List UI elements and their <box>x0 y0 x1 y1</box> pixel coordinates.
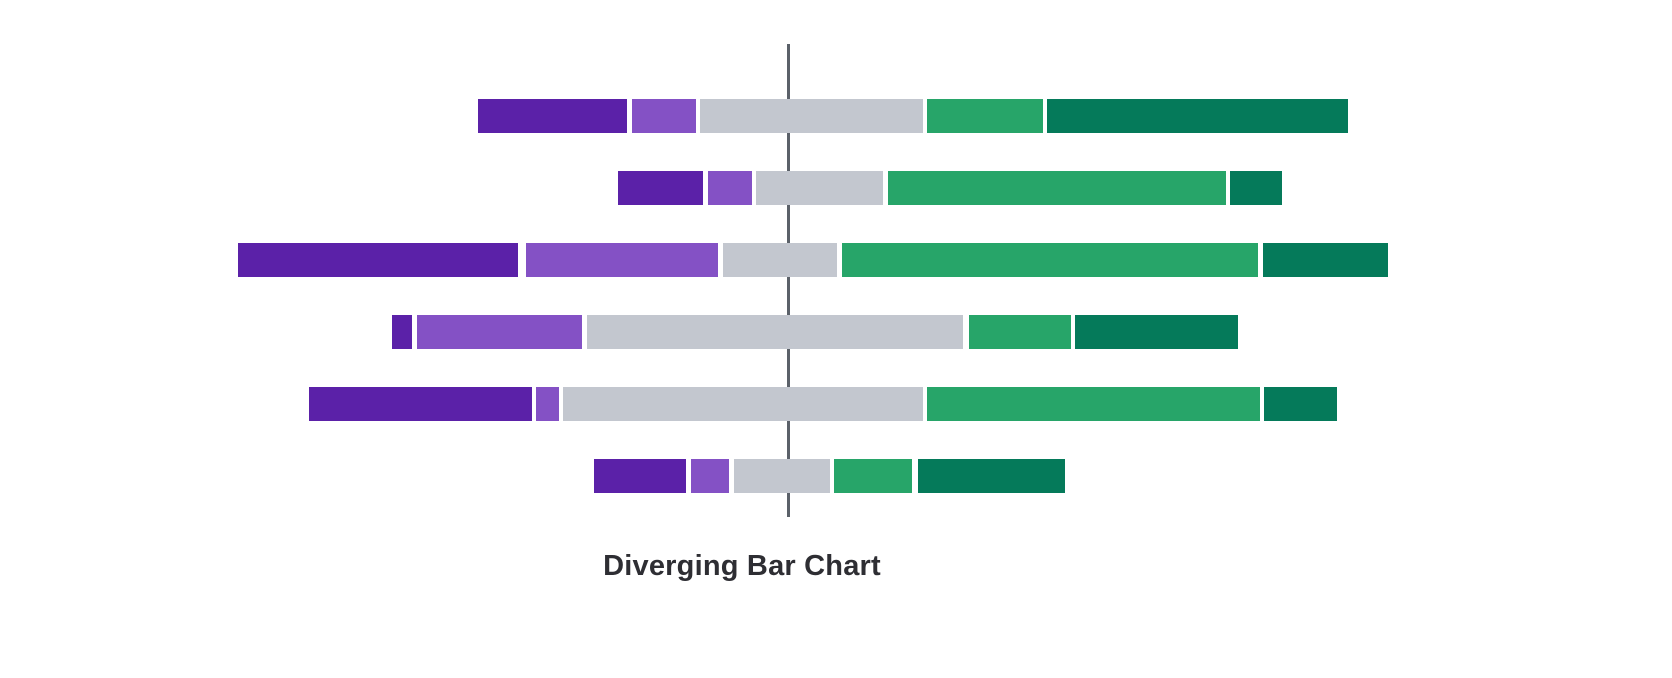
bar-row6-strongly-positive-segment <box>918 459 1065 493</box>
bar-row4-strongly-positive-segment <box>1075 315 1238 349</box>
bar-row3-strongly-positive-segment <box>1263 243 1388 277</box>
bar-row1-positive-segment <box>927 99 1043 133</box>
bar-row6-negative-segment <box>691 459 729 493</box>
bar-row2-strongly-negative-segment <box>618 171 703 205</box>
bar-row4-negative-segment <box>417 315 582 349</box>
bar-row1-strongly-positive-segment <box>1047 99 1348 133</box>
bar-row5-strongly-positive-segment <box>1264 387 1337 421</box>
bar-row2-neutral-segment <box>756 171 883 205</box>
bar-row5-positive-segment <box>927 387 1260 421</box>
chart-title: Diverging Bar Chart <box>603 550 881 582</box>
bar-row5-strongly-negative-segment <box>309 387 532 421</box>
bar-row5-negative-segment <box>536 387 559 421</box>
bar-row2-negative-segment <box>708 171 752 205</box>
bar-row3-positive-segment <box>842 243 1258 277</box>
bar-row6-positive-segment <box>834 459 912 493</box>
bar-row3-strongly-negative-segment <box>238 243 518 277</box>
center-axis-line <box>787 44 790 517</box>
bar-row4-neutral-segment <box>587 315 963 349</box>
bar-row5-neutral-segment <box>563 387 923 421</box>
bar-row4-positive-segment <box>969 315 1071 349</box>
bar-row6-strongly-negative-segment <box>594 459 686 493</box>
bar-row2-positive-segment <box>888 171 1226 205</box>
bar-row3-negative-segment <box>526 243 718 277</box>
bar-row1-neutral-segment <box>700 99 923 133</box>
bar-row1-strongly-negative-segment <box>478 99 627 133</box>
bar-row1-negative-segment <box>632 99 696 133</box>
bar-row3-neutral-segment <box>723 243 837 277</box>
bar-row2-strongly-positive-segment <box>1230 171 1282 205</box>
bar-row4-strongly-negative-segment <box>392 315 412 349</box>
bar-row6-neutral-segment <box>734 459 830 493</box>
